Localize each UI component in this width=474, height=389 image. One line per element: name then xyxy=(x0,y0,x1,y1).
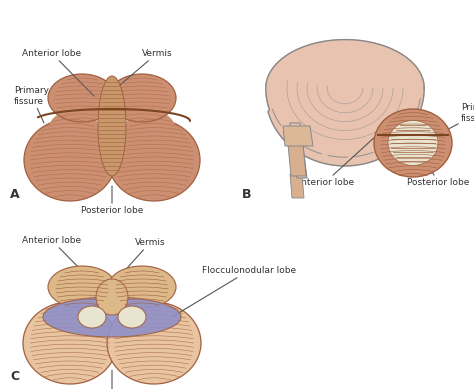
Ellipse shape xyxy=(43,297,181,337)
Text: Primary
fissure: Primary fissure xyxy=(14,86,49,123)
Ellipse shape xyxy=(118,306,146,328)
Text: Primary
fissure: Primary fissure xyxy=(441,103,474,133)
Ellipse shape xyxy=(23,302,117,384)
Text: B: B xyxy=(242,188,252,201)
Text: Posterior lobe: Posterior lobe xyxy=(407,155,469,187)
Ellipse shape xyxy=(108,266,176,308)
Ellipse shape xyxy=(49,110,99,145)
Text: Anterior lobe: Anterior lobe xyxy=(22,49,94,96)
Polygon shape xyxy=(266,40,424,166)
Polygon shape xyxy=(290,123,307,178)
Ellipse shape xyxy=(107,302,201,384)
Ellipse shape xyxy=(96,279,128,315)
Text: Posterior lobe: Posterior lobe xyxy=(81,370,143,389)
Text: Vermis: Vermis xyxy=(114,49,173,90)
Ellipse shape xyxy=(48,266,116,308)
Text: Anterior lobe: Anterior lobe xyxy=(295,125,388,187)
Ellipse shape xyxy=(125,110,175,145)
Ellipse shape xyxy=(374,109,452,177)
Text: Posterior lobe: Posterior lobe xyxy=(81,186,143,215)
Text: C: C xyxy=(10,370,19,383)
Polygon shape xyxy=(290,174,304,198)
Ellipse shape xyxy=(108,74,176,122)
Text: Vermis: Vermis xyxy=(112,238,165,285)
Ellipse shape xyxy=(108,119,200,201)
Polygon shape xyxy=(283,126,313,146)
Text: A: A xyxy=(10,188,19,201)
Ellipse shape xyxy=(24,119,116,201)
Ellipse shape xyxy=(125,301,175,333)
Ellipse shape xyxy=(78,306,106,328)
Ellipse shape xyxy=(388,121,438,165)
Polygon shape xyxy=(288,144,306,176)
Ellipse shape xyxy=(49,301,99,333)
Text: Flocculonodular lobe: Flocculonodular lobe xyxy=(172,266,296,317)
Ellipse shape xyxy=(98,76,126,176)
Ellipse shape xyxy=(48,74,116,122)
Text: Anterior lobe: Anterior lobe xyxy=(22,236,94,283)
